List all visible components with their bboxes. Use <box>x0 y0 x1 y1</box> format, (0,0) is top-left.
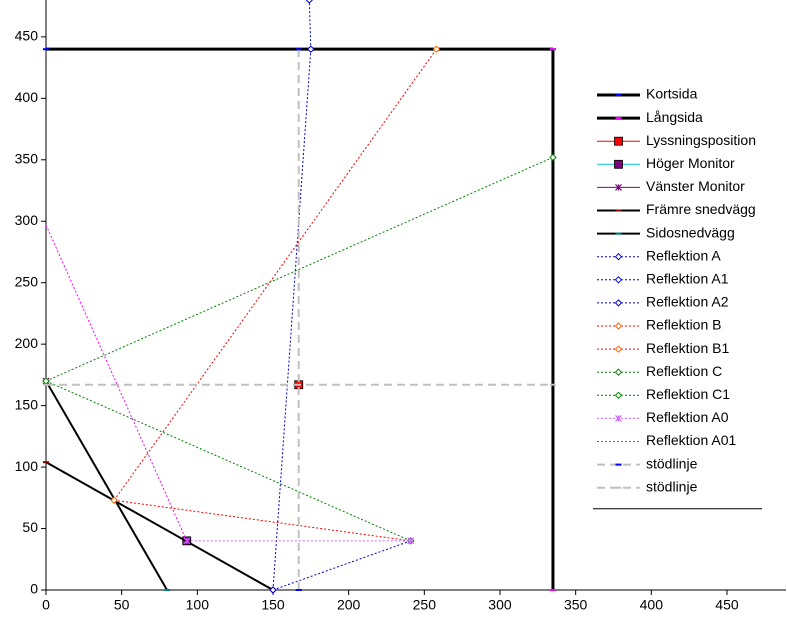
legend-label: Höger Monitor <box>646 155 735 171</box>
marker <box>614 252 623 261</box>
series-line <box>272 540 411 591</box>
marker <box>46 224 47 225</box>
y-tick-label: 450 <box>15 28 39 44</box>
legend-label: Reflektion A1 <box>646 271 729 287</box>
y-tick-label: 350 <box>15 150 39 166</box>
legend-label: Reflektion A01 <box>646 432 736 448</box>
series <box>43 380 171 591</box>
series-line <box>45 380 411 542</box>
series <box>110 45 441 504</box>
legend-label: Reflektion C <box>646 363 722 379</box>
y-tick-label: 250 <box>15 273 39 289</box>
legend-label: Reflektion C1 <box>646 386 730 402</box>
series-line <box>272 49 312 591</box>
marker <box>615 414 622 422</box>
series-line <box>114 499 411 542</box>
x-tick-label: 100 <box>186 597 210 613</box>
x-tick-label: 300 <box>488 597 512 613</box>
marker <box>269 586 277 594</box>
marker <box>614 345 623 353</box>
marker <box>307 45 315 53</box>
x-tick-label: 150 <box>261 597 285 613</box>
marker <box>618 441 619 442</box>
series <box>269 537 415 594</box>
marker <box>614 136 623 146</box>
legend-label: Sidosnedvägg <box>646 224 735 240</box>
legend-label: Reflektion A <box>646 247 721 263</box>
y-tick-label: 300 <box>15 212 39 228</box>
series <box>269 45 315 594</box>
marker <box>614 391 623 400</box>
series-line <box>45 156 554 382</box>
legend: Kortsida Långsida Lyssningsposition Höger M… <box>593 86 762 510</box>
marker <box>305 0 314 4</box>
series <box>305 0 315 53</box>
x-tick-label: 50 <box>114 597 130 613</box>
legend-label: Långsida <box>646 109 703 125</box>
plot-area: 0 50 100 150 200 250 300 350 400 450 0 50 100 150 200 2… <box>15 0 786 613</box>
legend-label: Lyssningsposition <box>646 132 756 148</box>
y-tick-label: 200 <box>15 335 39 351</box>
series <box>110 496 415 545</box>
series <box>43 461 276 591</box>
marker <box>614 368 623 376</box>
y-tick-label: 400 <box>15 89 39 105</box>
x-tick-label: 400 <box>640 597 664 613</box>
series <box>183 537 415 545</box>
series <box>549 48 556 591</box>
series-line <box>45 224 188 542</box>
series-line <box>45 380 168 591</box>
x-tick-label: 450 <box>715 597 739 613</box>
series <box>45 224 188 542</box>
legend-label: Reflektion B <box>646 317 721 333</box>
legend-label: stödlinje <box>646 455 698 471</box>
series-line <box>308 0 312 50</box>
legend-label: stödlinje <box>646 478 698 494</box>
y-tick-label: 150 <box>15 396 39 412</box>
legend-label: Vänster Monitor <box>646 178 745 194</box>
series <box>42 377 415 545</box>
y-tick-label: 100 <box>15 458 39 474</box>
marker <box>407 537 415 545</box>
y-tick-label: 0 <box>30 581 38 597</box>
x-tick-label: 0 <box>42 597 50 613</box>
legend-label: Reflektion A2 <box>646 294 729 310</box>
marker <box>614 322 623 330</box>
marker <box>186 540 187 541</box>
marker <box>549 153 557 162</box>
legend-label: Reflektion B1 <box>646 340 729 356</box>
series <box>295 48 302 591</box>
x-tick-label: 200 <box>337 597 361 613</box>
marker <box>614 159 623 169</box>
marker <box>614 276 623 284</box>
marker <box>614 299 623 307</box>
marker <box>432 45 441 53</box>
x-tick-label: 350 <box>564 597 588 613</box>
series-line <box>113 48 437 501</box>
x-tick-label: 250 <box>413 597 437 613</box>
marker <box>110 496 118 504</box>
legend-label: Kortsida <box>646 86 698 102</box>
y-tick-label: 50 <box>22 519 38 535</box>
legend-label: Reflektion A0 <box>646 409 729 425</box>
series-line <box>45 461 274 591</box>
marker <box>615 183 622 191</box>
legend-label: Främre snedvägg <box>646 201 756 217</box>
